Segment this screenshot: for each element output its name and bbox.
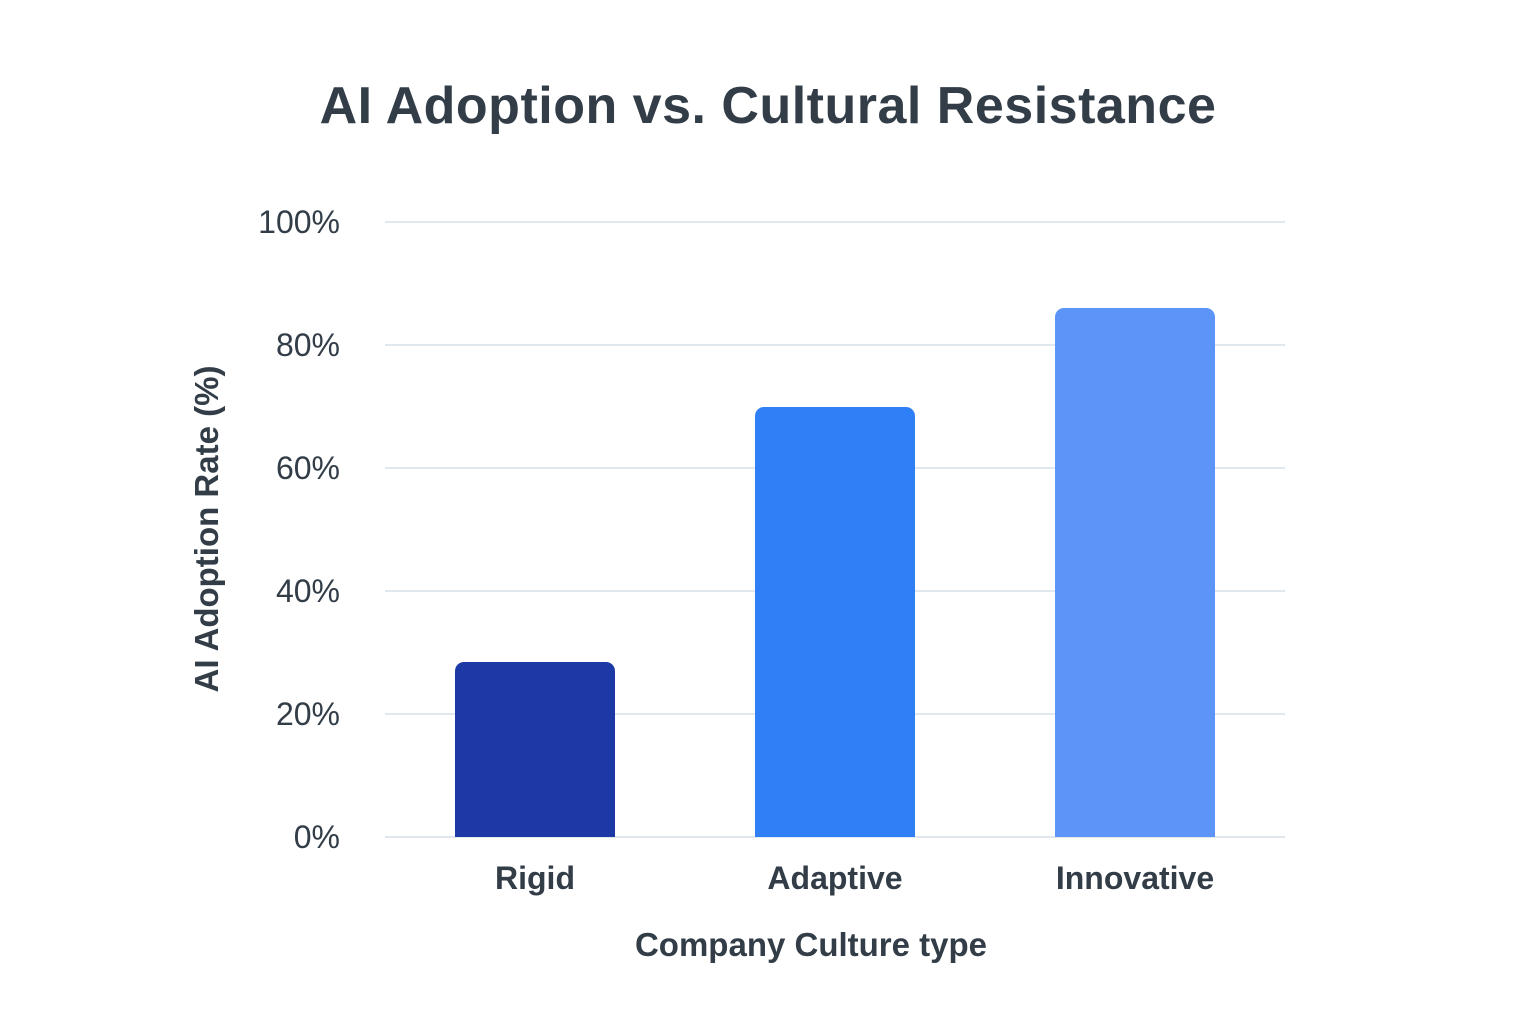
bar-adaptive [755, 406, 915, 837]
x-tick-label-adaptive: Adaptive [767, 860, 903, 896]
gridline [385, 221, 1285, 223]
y-tick-label: 0% [293, 819, 340, 855]
x-tick-label-innovative: Innovative [1055, 860, 1215, 896]
bar-innovative [1055, 308, 1215, 837]
gridline [385, 836, 1285, 838]
plot-area [385, 221, 1285, 838]
y-tick-label: 60% [275, 450, 340, 486]
y-tick-label: 80% [275, 327, 340, 363]
chart-title: AI Adoption vs. Cultural Resistance [319, 77, 1217, 135]
y-tick-label: 40% [275, 573, 340, 609]
y-tick-label: 100% [258, 204, 340, 240]
x-tick-label-rigid: Rigid [495, 860, 575, 896]
x-axis-title: Company Culture type [634, 926, 988, 963]
y-axis-title: AI Adoption Rate (%) [188, 365, 225, 693]
bar-rigid [455, 661, 615, 837]
gridline [385, 344, 1285, 346]
y-tick-label: 20% [275, 696, 340, 732]
